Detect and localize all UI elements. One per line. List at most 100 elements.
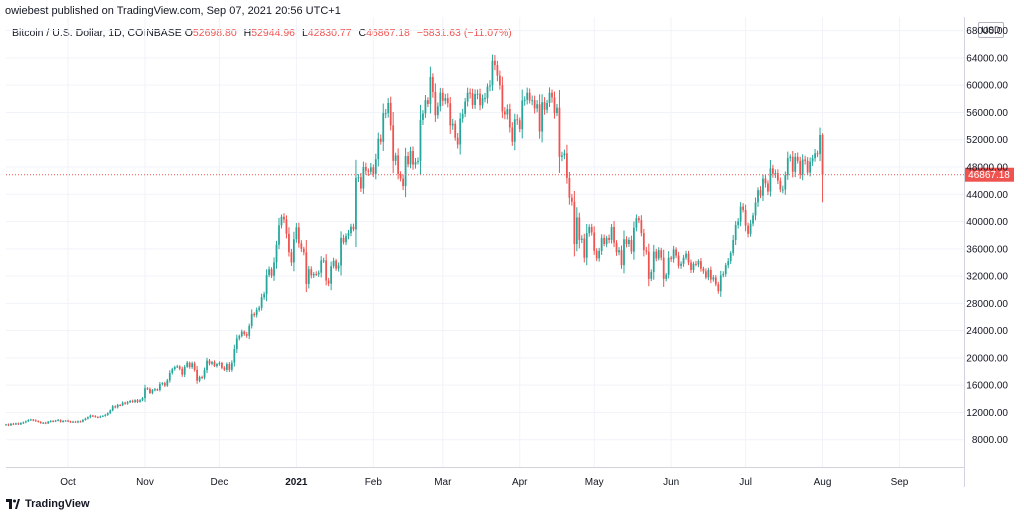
candle-body (799, 160, 802, 175)
candle-body (218, 363, 221, 365)
candle-body (628, 239, 630, 245)
candle-body (655, 251, 658, 259)
candle-body (374, 159, 377, 174)
time-tick-label: Aug (814, 477, 832, 488)
price-tick-label: 12000.00 (966, 408, 1008, 419)
candle-body (387, 102, 390, 114)
candle-body (523, 99, 526, 101)
currency-button[interactable]: USD (978, 22, 1004, 38)
candle-body (704, 271, 707, 278)
candle-body (809, 161, 812, 173)
candle-body (407, 156, 409, 165)
candle-body (47, 421, 50, 424)
candle-body (335, 260, 337, 269)
candle-body (563, 153, 566, 156)
candle-body (84, 418, 87, 420)
candle-body (322, 260, 325, 262)
time-tick-label: Jun (663, 477, 679, 488)
candle-body (516, 119, 519, 121)
candle-body (690, 262, 692, 270)
candle-body (548, 92, 551, 103)
candle-body (7, 424, 10, 426)
candle-body (59, 419, 62, 422)
last-price-tag-label: 46867.18 (968, 170, 1010, 181)
candle-body (494, 60, 496, 66)
candle-body (34, 420, 37, 422)
candle-body (94, 416, 97, 418)
candle-body (101, 415, 104, 417)
candle-body (610, 227, 613, 240)
candle-body (119, 404, 122, 406)
candle-body (196, 369, 198, 381)
candle-body (213, 362, 216, 367)
candle-body (243, 331, 246, 335)
candle-body (436, 106, 439, 116)
candle-body (409, 150, 412, 165)
time-axis-panel[interactable] (6, 467, 964, 488)
candle-body (27, 419, 30, 422)
time-axis: Oct Nov Dec 2021 Feb Mar Apr May Jun Jul Aug Sep (60, 477, 909, 488)
candle-body (707, 269, 710, 278)
candle-body (598, 250, 601, 259)
candle-body (5, 424, 7, 426)
candle-body (434, 92, 437, 116)
candle-body (556, 107, 558, 114)
candle-body (360, 177, 362, 189)
candle-body (508, 109, 511, 128)
candle-body (593, 232, 596, 251)
candle-body (794, 156, 797, 172)
price-tick-label: 8000.00 (972, 435, 1009, 446)
candle-body (451, 123, 454, 126)
candle-body (719, 275, 722, 292)
price-axis-panel[interactable] (964, 17, 1024, 487)
candle-body (230, 362, 233, 370)
candle-body (816, 153, 819, 155)
candle-body (283, 216, 285, 220)
candle-body (345, 235, 347, 243)
candle-body (531, 100, 534, 102)
candle-body (652, 251, 655, 272)
candle-body (270, 269, 273, 276)
candle-body (225, 364, 228, 370)
candle-body (630, 239, 633, 252)
candle-body (764, 178, 767, 184)
candle-body (709, 269, 712, 280)
candle-body (521, 100, 524, 130)
candle-body (623, 239, 625, 266)
symbol-name: Bitcoin / U.S. Dollar, 1D, COINBASE (12, 27, 182, 39)
candle-body (660, 250, 663, 258)
candle-body (620, 250, 623, 266)
candle-body (233, 349, 236, 363)
candle-body (608, 237, 610, 240)
candle-body (538, 104, 541, 132)
candle-body (116, 404, 119, 408)
candle-body (677, 255, 680, 266)
candle-body (672, 249, 675, 260)
candle-body (114, 406, 117, 408)
candle-body (382, 113, 385, 142)
candle-body (15, 423, 17, 425)
candle-body (503, 111, 506, 115)
candle-body (144, 388, 146, 399)
candle-body (106, 413, 109, 415)
candle-body (161, 383, 164, 385)
candle-body (74, 421, 77, 423)
price-tick-label: 52000.00 (966, 135, 1008, 146)
candle-body (176, 366, 179, 368)
low-value: 42830.77 (307, 27, 352, 39)
candle-body (290, 252, 293, 263)
candle-body (541, 102, 543, 132)
candle-body (625, 239, 628, 245)
candle-body (273, 262, 275, 276)
price-tick-label: 40000.00 (966, 217, 1008, 228)
candle-body (168, 372, 171, 381)
candle-body (724, 265, 727, 275)
candle-body (700, 261, 702, 269)
candle-body (404, 156, 407, 187)
candle-body (692, 263, 695, 270)
candle-body (642, 233, 645, 251)
candle-body (126, 402, 129, 404)
candle-body (369, 167, 372, 172)
candle-body (67, 420, 69, 422)
